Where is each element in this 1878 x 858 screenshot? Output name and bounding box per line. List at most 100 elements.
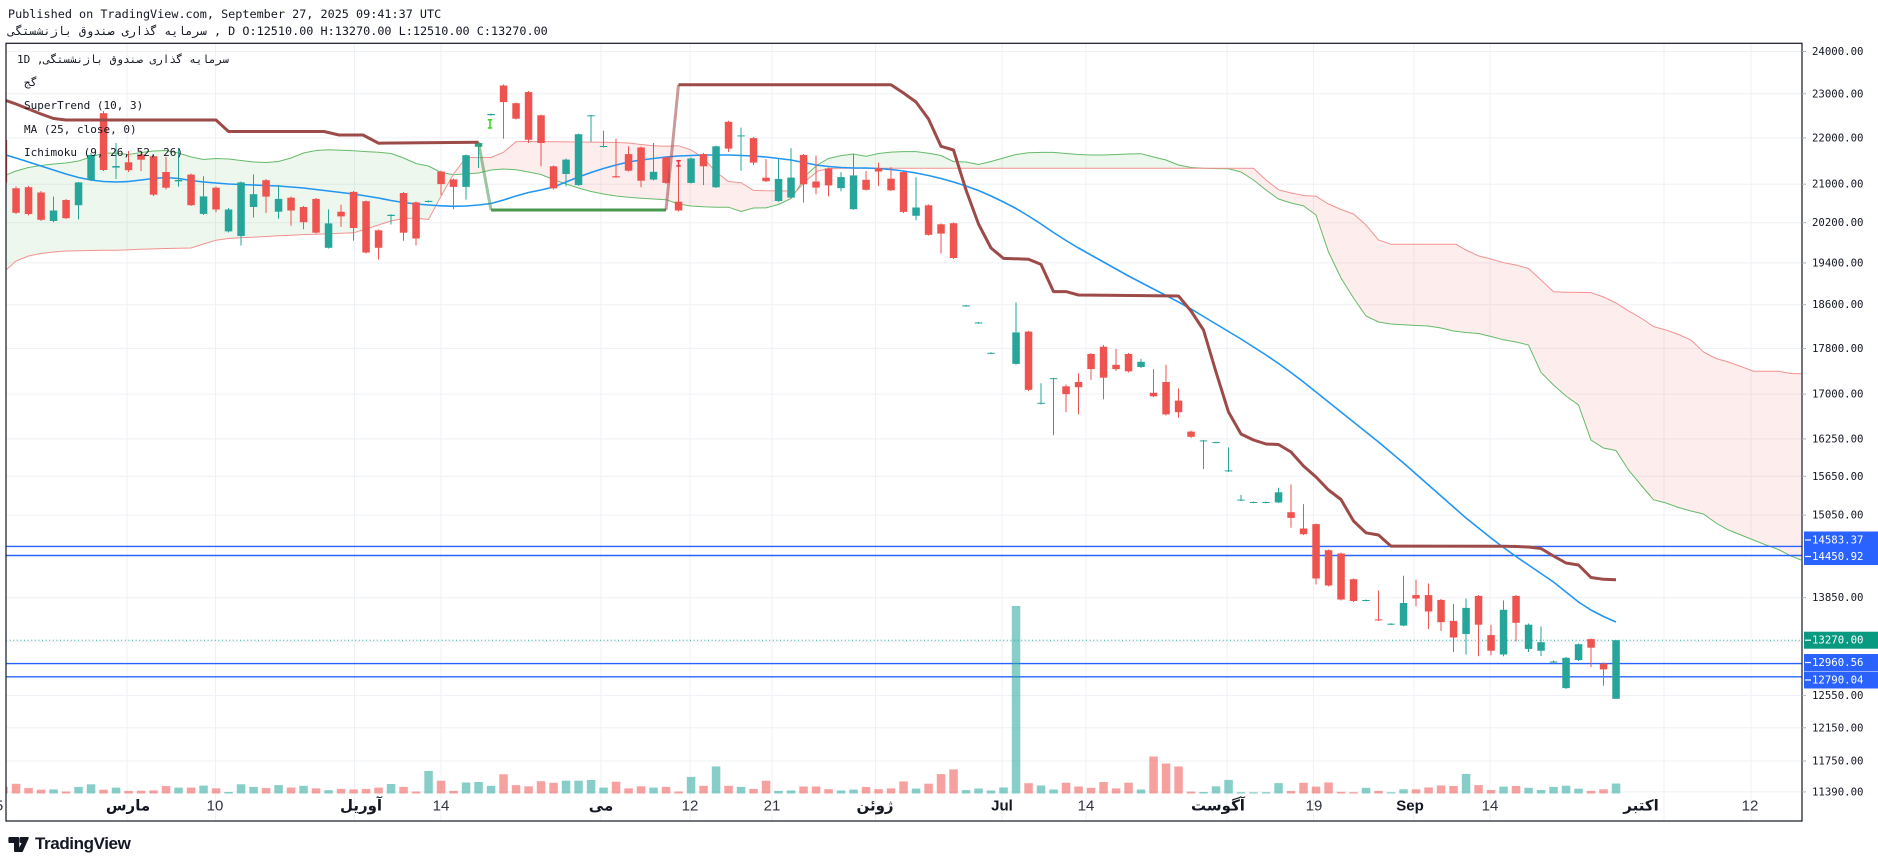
legend-exchange-row: گج bbox=[24, 75, 38, 89]
volume-bar bbox=[1561, 785, 1571, 794]
legend-indicator-ichimoku[interactable]: Ichimoku (9, 26, 52, 26) bbox=[24, 146, 183, 160]
volume-bar bbox=[724, 785, 733, 794]
candle bbox=[1599, 662, 1608, 686]
volume-bar bbox=[861, 787, 871, 794]
volume-bar bbox=[799, 786, 808, 794]
candle bbox=[237, 181, 245, 246]
price-tick-label: 11750.00 bbox=[1812, 755, 1863, 768]
volume-bar bbox=[336, 788, 346, 794]
volume-bar bbox=[536, 781, 546, 794]
candle bbox=[424, 200, 433, 203]
volume-bar bbox=[1049, 789, 1058, 794]
candles bbox=[6, 84, 1620, 699]
candle bbox=[224, 208, 233, 233]
tradingview-logo[interactable]: TradingView bbox=[8, 834, 131, 854]
volume-bar bbox=[1186, 791, 1196, 794]
time-tick-label: 12 bbox=[1742, 797, 1759, 814]
volume-bar bbox=[424, 771, 433, 794]
volume-bar bbox=[936, 774, 946, 794]
volume-bar bbox=[211, 788, 221, 794]
candle bbox=[499, 84, 508, 139]
volume-bar bbox=[74, 786, 83, 794]
svg-text:12960.56: 12960.56 bbox=[1812, 656, 1863, 669]
candle bbox=[399, 192, 408, 241]
volume-bar bbox=[599, 787, 608, 794]
candle bbox=[449, 178, 458, 210]
candle bbox=[1087, 353, 1095, 380]
candle bbox=[174, 148, 183, 187]
legend-indicator-ma[interactable]: MA (25, close, 0) bbox=[24, 122, 137, 136]
volume-bar bbox=[299, 785, 308, 794]
volume-bar bbox=[1611, 783, 1621, 794]
candle bbox=[1562, 657, 1570, 689]
volume-bar bbox=[1199, 792, 1208, 794]
time-axis[interactable]: 5 مارس 10 آوریل 14 می 12 21 ژوئن Jul 14 آگوست 19 Sep 1… bbox=[0, 796, 1758, 814]
candle bbox=[1149, 369, 1158, 398]
volume-bar bbox=[999, 787, 1008, 794]
candle bbox=[1212, 441, 1220, 444]
price-tick-label: 16250.00 bbox=[1812, 432, 1863, 445]
volume-bar bbox=[1149, 756, 1158, 794]
candle bbox=[1387, 623, 1395, 625]
svg-text:14583.37: 14583.37 bbox=[1812, 534, 1863, 547]
price-tick-label: 22000.00 bbox=[1812, 131, 1863, 144]
volume-bar bbox=[886, 788, 896, 794]
volume-bar bbox=[1436, 785, 1446, 794]
volume-bar bbox=[1099, 782, 1108, 794]
supertrend-segment bbox=[678, 83, 1617, 582]
legend-symbol-row[interactable]: سرمایه گذاری صندوق بازنشستگی, 1D bbox=[17, 52, 229, 66]
candle bbox=[1224, 447, 1233, 472]
volume-bar bbox=[449, 790, 458, 794]
volume-bar bbox=[911, 788, 921, 794]
price-tick-label: 17000.00 bbox=[1812, 388, 1863, 401]
candle bbox=[1524, 623, 1533, 652]
candle bbox=[749, 137, 758, 165]
volume-bar bbox=[1474, 785, 1483, 794]
candle bbox=[462, 154, 470, 200]
volume-bar bbox=[1261, 792, 1271, 794]
ichimoku-cloud bbox=[6, 140, 1802, 561]
candle bbox=[1124, 353, 1133, 373]
tradingview-logo-text: TradingView bbox=[35, 834, 131, 853]
candle bbox=[912, 177, 920, 221]
candle bbox=[299, 206, 308, 230]
price-line-label: 12960.56 bbox=[1804, 654, 1878, 671]
time-tick-label: Jul bbox=[991, 797, 1013, 814]
candle bbox=[1049, 377, 1058, 436]
volume-bar bbox=[974, 788, 983, 794]
candle bbox=[662, 156, 670, 184]
candle bbox=[1162, 364, 1170, 416]
chart-border bbox=[5, 42, 1803, 822]
volume-bar bbox=[574, 780, 583, 794]
svg-text:12790.04: 12790.04 bbox=[1812, 674, 1863, 687]
supertrend-segment bbox=[477, 142, 493, 211]
time-tick-label: آوریل bbox=[340, 796, 383, 814]
svg-text:14450.92: 14450.92 bbox=[1812, 550, 1863, 563]
price-tick-label: 13850.00 bbox=[1812, 591, 1863, 604]
volume-bar bbox=[661, 786, 671, 794]
ma25-line bbox=[6, 154, 1617, 623]
plot-area[interactable] bbox=[0, 43, 1802, 821]
volume-bar bbox=[1074, 786, 1083, 794]
candle bbox=[674, 166, 683, 212]
volume-bar bbox=[1286, 791, 1296, 794]
price-axis[interactable]: 24000.00 23000.00 22000.00 21000.00 20200.00… bbox=[1802, 45, 1878, 798]
candle bbox=[1299, 504, 1308, 535]
volume-bar bbox=[1411, 789, 1421, 794]
candle bbox=[974, 322, 983, 324]
volume-bar bbox=[136, 790, 146, 794]
volume-bar bbox=[1599, 789, 1608, 794]
volume-bar bbox=[1524, 787, 1533, 794]
legend-indicator-supertrend[interactable]: SuperTrend (10, 3) bbox=[24, 99, 144, 113]
volume-bar bbox=[961, 790, 971, 794]
volume-bars bbox=[6, 606, 1621, 794]
time-tick-label: 14 bbox=[1482, 797, 1499, 814]
price-tick-label: 24000.00 bbox=[1812, 45, 1863, 58]
candle bbox=[87, 153, 95, 181]
svg-text:13270.00: 13270.00 bbox=[1812, 634, 1863, 647]
candle bbox=[249, 174, 258, 218]
candle bbox=[1412, 579, 1420, 607]
volume-bar bbox=[624, 788, 633, 794]
candle bbox=[274, 184, 283, 219]
